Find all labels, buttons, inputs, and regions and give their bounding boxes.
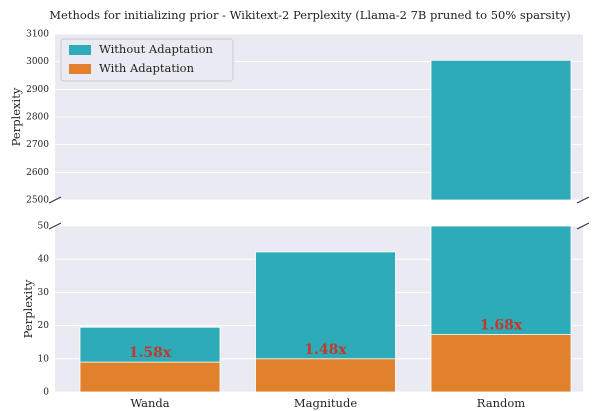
legend-box (60, 38, 234, 82)
y-tick-label: 2700 (26, 140, 49, 150)
y-tick-label: 2900 (26, 85, 49, 95)
bar (430, 59, 572, 201)
annotation: 1.48x (304, 342, 347, 358)
y-tick-label: 30 (38, 288, 50, 298)
x-tick-label: Wanda (130, 396, 169, 410)
bar (79, 361, 221, 393)
x-tick-label: Random (477, 396, 525, 410)
x-tick-label: Magnitude (294, 396, 357, 410)
annotation: 1.58x (129, 345, 172, 361)
bar (255, 358, 396, 393)
y-tick-label: 2500 (26, 196, 49, 206)
legend-label: With Adaptation (99, 61, 195, 75)
y-tick-label: 3000 (26, 57, 49, 67)
legend-swatch (69, 64, 91, 74)
y-tick-label: 0 (43, 388, 49, 398)
legend-label: Without Adaptation (99, 42, 214, 56)
y-tick-label: 2800 (26, 113, 49, 123)
axis-break (48, 222, 62, 230)
y-tick-label: 50 (38, 222, 50, 232)
annotation: 1.68x (480, 318, 523, 334)
axis-break (48, 196, 62, 204)
axis-break (576, 196, 590, 204)
legend-swatch (69, 45, 91, 55)
chart-title: Methods for initializing prior - Wikitex… (49, 8, 570, 22)
y-tick-label: 20 (38, 321, 50, 331)
y-axis-label: Perplexity (9, 87, 23, 146)
y-tick-label: 10 (38, 354, 50, 364)
axis-break (576, 222, 590, 230)
bar (430, 334, 572, 393)
y-tick-label: 3100 (26, 30, 49, 40)
y-axis-label: Perplexity (21, 279, 35, 338)
y-tick-label: 2600 (26, 168, 49, 178)
y-tick-label: 40 (38, 255, 50, 265)
